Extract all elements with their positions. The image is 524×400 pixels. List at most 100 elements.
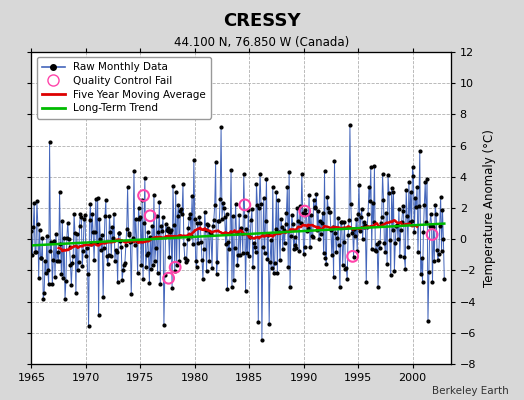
Point xyxy=(311,204,320,211)
Point xyxy=(78,263,86,270)
Point xyxy=(428,231,436,238)
Point xyxy=(144,250,152,256)
Point xyxy=(417,271,425,278)
Point xyxy=(230,277,238,283)
Point xyxy=(254,319,263,325)
Point xyxy=(289,246,298,252)
Point xyxy=(189,241,197,248)
Point xyxy=(358,236,367,242)
Point xyxy=(235,212,244,218)
Point xyxy=(423,176,431,182)
Point xyxy=(31,249,39,255)
Point xyxy=(215,218,223,224)
Point xyxy=(252,249,260,255)
Point xyxy=(204,222,213,228)
Point xyxy=(83,244,91,251)
Point xyxy=(183,236,192,242)
Point xyxy=(87,241,95,248)
Point xyxy=(106,229,115,235)
Point xyxy=(84,323,93,330)
Point xyxy=(43,267,52,273)
Point xyxy=(166,228,174,235)
Point xyxy=(284,264,292,270)
Point xyxy=(223,286,232,292)
Point xyxy=(438,206,446,213)
Point xyxy=(62,278,70,284)
Point xyxy=(164,225,172,232)
Point xyxy=(337,219,346,225)
Point xyxy=(150,258,159,264)
Point xyxy=(387,271,395,278)
Point xyxy=(325,209,333,215)
Point xyxy=(64,236,73,242)
Point xyxy=(348,226,357,232)
Point xyxy=(323,194,332,200)
Point xyxy=(303,228,311,235)
Point xyxy=(194,240,203,246)
Point xyxy=(275,229,283,235)
Point xyxy=(190,157,198,164)
Point xyxy=(384,172,392,178)
Point xyxy=(283,184,291,190)
Point xyxy=(399,202,408,209)
Point xyxy=(383,260,391,267)
Point xyxy=(346,122,354,128)
Point xyxy=(420,201,429,208)
Point xyxy=(213,259,222,265)
Point xyxy=(316,218,324,224)
Point xyxy=(357,214,365,220)
Point xyxy=(272,189,281,195)
Point xyxy=(299,210,307,217)
Point xyxy=(367,164,375,170)
Point xyxy=(428,222,436,228)
Point xyxy=(122,242,130,248)
Point xyxy=(343,276,352,282)
Point xyxy=(347,201,355,208)
Point xyxy=(109,235,117,242)
Point xyxy=(433,247,441,254)
Point xyxy=(58,218,67,224)
Point xyxy=(214,218,223,224)
Point xyxy=(267,237,275,243)
Point xyxy=(168,285,176,291)
Point xyxy=(388,226,397,233)
Point xyxy=(117,244,125,250)
Point xyxy=(46,248,54,254)
Point xyxy=(339,261,347,268)
Point xyxy=(377,220,385,226)
Point xyxy=(431,202,440,208)
Point xyxy=(421,179,430,186)
Point xyxy=(136,214,145,221)
Point xyxy=(187,233,195,239)
Point xyxy=(185,214,193,221)
Point xyxy=(113,249,121,255)
Point xyxy=(156,280,165,287)
Point xyxy=(71,230,79,237)
Point xyxy=(73,231,81,237)
Point xyxy=(389,188,398,195)
Point xyxy=(236,252,244,258)
Point xyxy=(155,199,163,205)
Point xyxy=(376,245,384,252)
Point xyxy=(408,164,417,171)
Point xyxy=(377,214,386,220)
Point xyxy=(434,257,442,263)
Point xyxy=(162,227,171,233)
Point xyxy=(85,216,94,223)
Point xyxy=(432,210,440,217)
Point xyxy=(152,213,161,219)
Point xyxy=(252,181,260,187)
Point xyxy=(57,270,66,277)
Point xyxy=(259,194,268,201)
Point xyxy=(145,280,154,286)
Point xyxy=(222,241,230,247)
Point xyxy=(287,233,295,239)
Point xyxy=(60,235,68,241)
Point xyxy=(258,337,266,343)
Point xyxy=(93,240,101,246)
Point xyxy=(56,189,64,195)
Point xyxy=(298,171,306,177)
Point xyxy=(427,210,435,217)
Point xyxy=(351,233,359,240)
Point xyxy=(141,264,150,270)
